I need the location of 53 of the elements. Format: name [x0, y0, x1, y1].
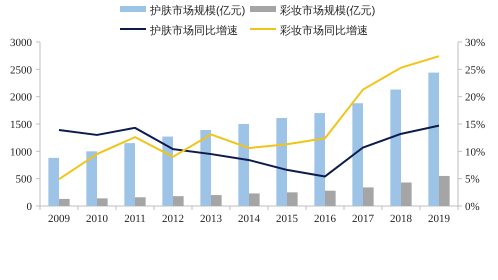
x-tick-label: 2010: [86, 213, 108, 225]
bar: [59, 198, 70, 206]
bar: [325, 190, 336, 206]
x-tick-label: 2016: [314, 213, 336, 225]
y2-tick-label: 25%: [465, 64, 486, 76]
x-tick-label: 2013: [200, 213, 222, 225]
y-tick-label: 1000: [10, 146, 32, 158]
y2-tick-label: 15%: [465, 119, 486, 131]
bar: [401, 182, 412, 206]
bar: [135, 197, 146, 206]
y-tick-label: 3000: [10, 37, 32, 49]
x-tick-label: 2019: [428, 213, 450, 225]
y-tick-label: 0: [26, 201, 32, 213]
x-tick-label: 2011: [124, 213, 146, 225]
y-tick-label: 2000: [10, 92, 32, 104]
bar: [439, 176, 450, 206]
bar: [86, 151, 97, 206]
x-tick-label: 2017: [352, 213, 374, 225]
y2-tick-label: 30%: [465, 37, 486, 49]
bar: [390, 90, 401, 206]
x-tick-label: 2012: [162, 213, 184, 225]
legend-label: 彩妆市场规模(亿元): [280, 4, 376, 17]
bar: [276, 118, 287, 206]
legend-label: 护肤市场规模(亿元): [149, 4, 246, 17]
x-tick-label: 2009: [48, 213, 70, 225]
bar: [249, 193, 260, 206]
x-tick-label: 2015: [276, 213, 298, 225]
y-tick-label: 1500: [10, 119, 32, 131]
y-tick-label: 500: [16, 174, 32, 186]
bar: [238, 124, 249, 206]
bar: [48, 158, 59, 206]
line-series: [58, 55, 440, 180]
y2-tick-label: 10%: [465, 146, 486, 158]
bar: [173, 196, 184, 206]
bar: [314, 113, 325, 206]
bar: [352, 103, 363, 206]
bar: [363, 187, 374, 206]
y2-tick-label: 5%: [465, 174, 480, 186]
line-series: [58, 124, 440, 178]
legend-label: 护肤市场同比增速: [149, 24, 238, 37]
bar: [124, 143, 135, 206]
bar: [97, 198, 108, 206]
bar: [287, 192, 298, 206]
x-tick-label: 2014: [238, 213, 260, 225]
x-tick-label: 2018: [390, 213, 412, 225]
bar: [211, 195, 222, 206]
y2-tick-label: 20%: [465, 92, 486, 104]
legend-label: 彩妆市场同比增速: [280, 24, 368, 37]
bar: [428, 72, 439, 206]
y2-tick-label: 0%: [465, 201, 480, 213]
bar: [200, 130, 211, 206]
bar: [162, 136, 173, 206]
y-tick-label: 2500: [10, 64, 32, 76]
